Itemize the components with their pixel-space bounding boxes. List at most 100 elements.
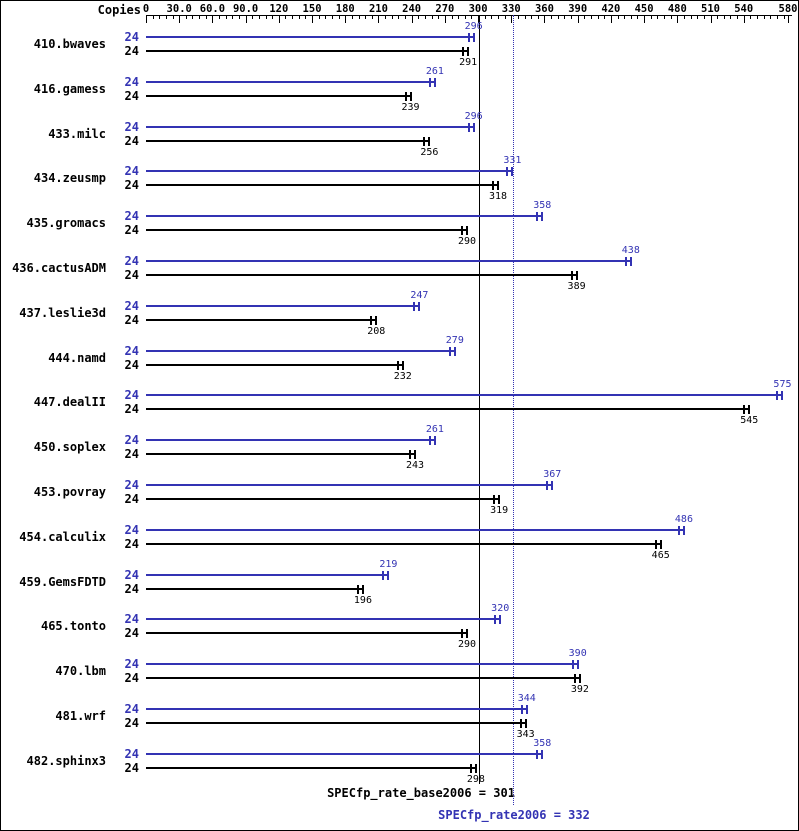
x-axis-minor-tick [172, 15, 174, 19]
peak-bar-run-tick [382, 570, 385, 580]
base-bar-end-tick [375, 315, 378, 325]
x-axis-tick-label: 90.0 [232, 3, 259, 15]
base-copies-label: 24 [124, 402, 139, 417]
peak-copies-label: 24 [124, 702, 139, 716]
x-axis-minor-tick [418, 15, 420, 19]
peak-copies-label: 24 [124, 30, 139, 44]
base-bar-run-tick [570, 271, 573, 280]
base-bar [146, 722, 526, 724]
x-axis-minor-tick [776, 15, 778, 19]
base-value-label: 389 [567, 281, 586, 292]
x-axis-minor-tick [159, 15, 161, 19]
peak-copies-label: 24 [124, 209, 139, 224]
benchmark-label: 453.povray [33, 485, 106, 499]
x-axis-major-tick [312, 15, 314, 23]
copies-header: Copies [97, 3, 141, 17]
peak-value-label: 296 [464, 21, 483, 32]
x-axis-minor-tick [664, 15, 666, 19]
base-bar-run-tick [469, 763, 472, 773]
base-bar-run-tick [491, 181, 494, 191]
x-axis-minor-tick [385, 15, 387, 19]
x-axis-minor-tick [458, 15, 460, 19]
x-axis-minor-tick [637, 15, 639, 19]
base-copies-label: 24 [124, 536, 139, 551]
peak-copies-label: 24 [124, 119, 139, 134]
x-axis-major-tick [245, 15, 247, 23]
base-copies-label: 24 [124, 133, 139, 148]
base-bar-run-tick [423, 136, 426, 146]
base-bar [146, 453, 415, 456]
base-value-label: 208 [367, 325, 386, 337]
x-axis-minor-tick [551, 15, 553, 19]
x-axis-minor-tick [491, 15, 493, 19]
peak-bar-end-tick [551, 481, 554, 490]
base-value-label: 465 [651, 549, 670, 561]
base-bar [146, 587, 363, 590]
peak-bar-end-tick [433, 436, 436, 446]
x-axis-minor-tick [252, 15, 254, 19]
x-axis-major-tick [278, 15, 280, 23]
peak-value-label: 296 [464, 110, 483, 122]
x-axis-minor-tick [185, 15, 187, 19]
base-bar [146, 677, 580, 680]
x-axis-major-tick [743, 15, 745, 23]
base-bar-end-tick [466, 629, 468, 639]
x-axis-minor-tick [537, 15, 539, 19]
peak-copies-label: 24 [124, 74, 139, 89]
base-value-label: 243 [405, 460, 424, 472]
x-axis-minor-tick [258, 15, 260, 19]
x-axis-major-tick [577, 15, 579, 23]
peak-bar-end-tick [525, 705, 528, 714]
peak-bar [146, 394, 783, 397]
base-copies-label: 24 [124, 716, 139, 730]
benchmark-label: 459.GemsFDTD [19, 574, 106, 589]
peak-value-label: 261 [425, 424, 444, 436]
base-bar-end-tick [409, 91, 412, 101]
x-axis-minor-tick [783, 15, 785, 19]
base-value-label: 232 [393, 370, 412, 382]
base-bar [146, 498, 500, 500]
x-axis-minor-tick [770, 15, 772, 19]
x-axis-minor-tick [683, 15, 685, 19]
base-bar [146, 50, 469, 52]
base-bar-run-tick [370, 315, 373, 325]
x-axis-major-tick [345, 15, 347, 23]
peak-bar [146, 36, 474, 38]
peak-bar-run-tick [536, 749, 539, 759]
base-copies-label: 24 [124, 312, 139, 327]
x-axis-major-tick [610, 15, 612, 23]
peak-bar-end-tick [541, 749, 544, 759]
benchmark-label: 482.sphinx3 [26, 753, 106, 768]
peak-bar-run-tick [536, 212, 539, 222]
x-axis-minor-tick [225, 15, 227, 19]
base-value-label: 319 [490, 505, 509, 516]
peak-bar [146, 215, 543, 218]
x-axis-minor-tick [199, 15, 201, 19]
peak-bar-end-tick [433, 77, 436, 87]
base-bar-end-tick [474, 763, 477, 773]
x-axis-minor-tick [285, 15, 287, 19]
peak-copies-label: 24 [124, 343, 139, 358]
peak-bar [146, 663, 578, 666]
x-axis-minor-tick [763, 15, 765, 19]
x-axis-tick-label: 300 [468, 3, 488, 15]
peak-bar-end-tick [629, 257, 632, 266]
peak-value-label: 344 [517, 693, 536, 704]
base-copies-label: 24 [124, 581, 139, 596]
x-axis-minor-tick [597, 15, 599, 19]
x-axis-tick-label: 580 [778, 3, 798, 15]
x-axis-major-tick [644, 15, 646, 23]
base-value-label: 239 [401, 101, 420, 113]
x-axis-minor-tick [670, 15, 672, 19]
x-axis-tick-label: 180 [335, 3, 355, 15]
base-copies-label: 24 [124, 357, 139, 372]
base-bar-run-tick [743, 405, 746, 415]
peak-bar-run-tick [448, 346, 451, 356]
x-axis-minor-tick [405, 15, 406, 19]
peak-bar [146, 260, 631, 262]
peak-bar-end-tick [387, 570, 390, 580]
x-axis-major-tick [478, 15, 480, 23]
benchmark-label: 434.zeusmp [33, 171, 106, 186]
x-axis-minor-tick [305, 15, 307, 19]
benchmark-label: 433.milc [48, 126, 106, 141]
